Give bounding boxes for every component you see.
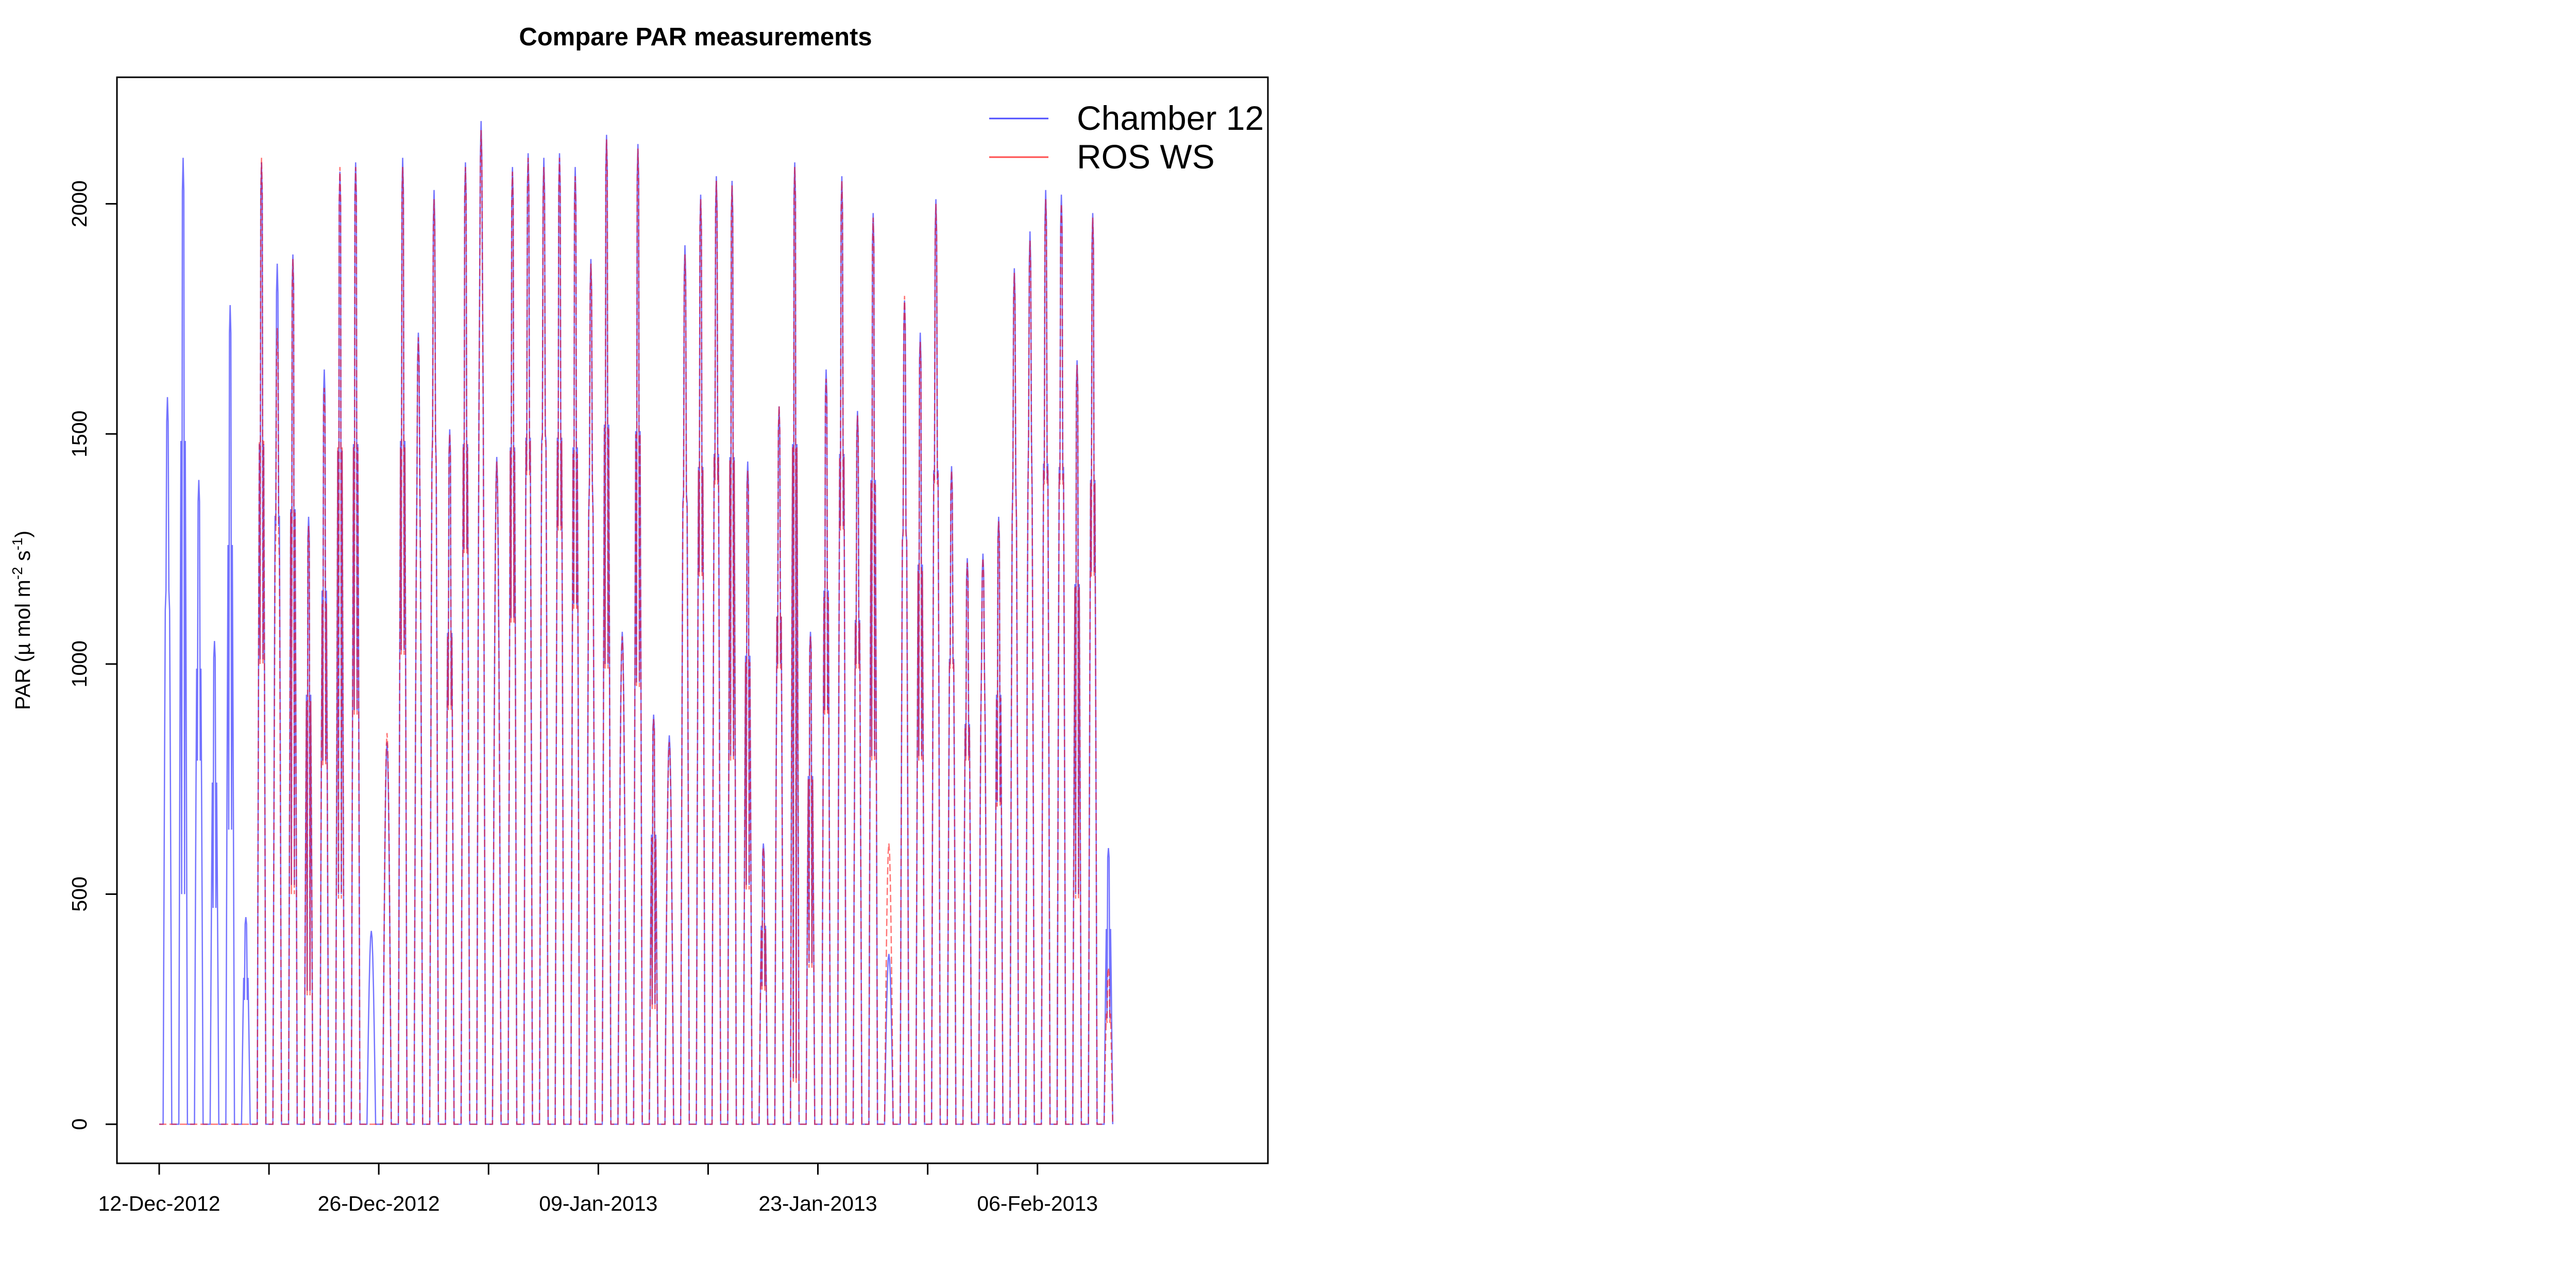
y-axis: 0 500 1000 1500 2000 [67, 180, 117, 1130]
x-tick-label-0: 12-Dec-2012 [98, 1192, 220, 1215]
legend-label-1: ROS WS [1077, 138, 1215, 176]
y-axis-label: PAR (µ mol m-2 s-1) [9, 531, 35, 710]
x-axis: 12-Dec-2012 26-Dec-2012 09-Jan-2013 23-Jan-… [98, 1163, 1098, 1215]
x-tick-label-4: 09-Jan-2013 [539, 1192, 657, 1215]
y-tick-label-2000: 2000 [67, 180, 91, 227]
x-tick-label-6: 23-Jan-2013 [758, 1192, 877, 1215]
series-line-ros-ws [159, 130, 1114, 1125]
y-tick-label-1500: 1500 [67, 411, 91, 457]
y-tick-label-500: 500 [67, 876, 91, 911]
x-tick-label-8: 06-Feb-2013 [977, 1192, 1098, 1215]
series-layer [159, 121, 1114, 1125]
x-tick-label-2: 26-Dec-2012 [318, 1192, 440, 1215]
y-tick-label-0: 0 [67, 1118, 91, 1130]
y-tick-label-1000: 1000 [67, 640, 91, 687]
plot-frame [116, 76, 1269, 1164]
legend-label-0: Chamber 12 [1077, 99, 1264, 137]
chart-title: Compare PAR measurements [519, 23, 872, 51]
